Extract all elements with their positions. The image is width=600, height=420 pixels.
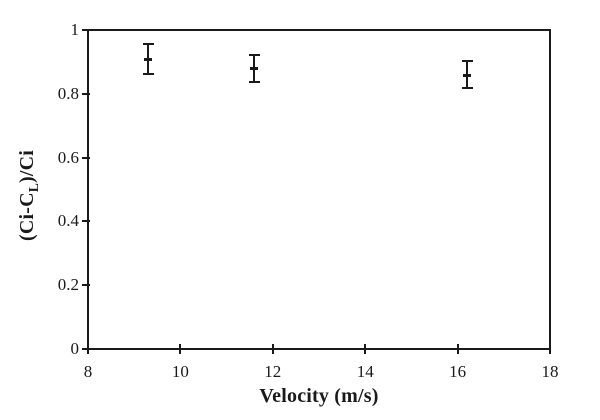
x-tick-label: 14 (356, 362, 374, 381)
x-tick-mark (271, 344, 274, 354)
data-point-marker (250, 67, 259, 71)
data-point-marker (462, 73, 471, 77)
y-tick-mark (82, 284, 90, 287)
x-tick-label: 12 (264, 362, 282, 381)
error-bar-top-cap (143, 42, 155, 45)
y-tick-mark (82, 156, 90, 159)
y-tick-mark (82, 29, 90, 31)
y-tick-label: 0.8 (57, 83, 79, 103)
y-tick-label: 0.2 (57, 275, 79, 295)
plot-area (87, 29, 551, 350)
y-tick-mark (82, 220, 90, 223)
data-point-marker (144, 57, 153, 61)
error-bar-bottom-cap (249, 80, 261, 83)
y-tick-label: 0.6 (57, 147, 79, 167)
x-tick-label: 16 (449, 362, 467, 381)
x-tick-mark (364, 344, 367, 354)
error-bar-top-cap (249, 53, 261, 56)
x-axis-title: Velocity (m/s) (259, 385, 379, 407)
x-tick-mark (179, 344, 182, 354)
x-tick-mark (549, 344, 551, 354)
x-tick-label: 18 (541, 362, 559, 381)
x-tick-label: 8 (83, 362, 93, 381)
x-tick-label: 10 (171, 362, 189, 381)
y-tick-mark (82, 92, 90, 95)
error-bar-bottom-cap (143, 72, 155, 75)
error-bar-top-cap (461, 60, 473, 63)
y-tick-label: 0.4 (57, 211, 79, 231)
y-axis-title-subscript: L (26, 182, 42, 192)
error-bar-bottom-cap (461, 87, 473, 90)
x-tick-mark (456, 344, 459, 354)
y-tick-label: 1 (70, 20, 80, 39)
y-tick-mark (82, 348, 90, 350)
y-tick-label: 0 (70, 339, 80, 358)
